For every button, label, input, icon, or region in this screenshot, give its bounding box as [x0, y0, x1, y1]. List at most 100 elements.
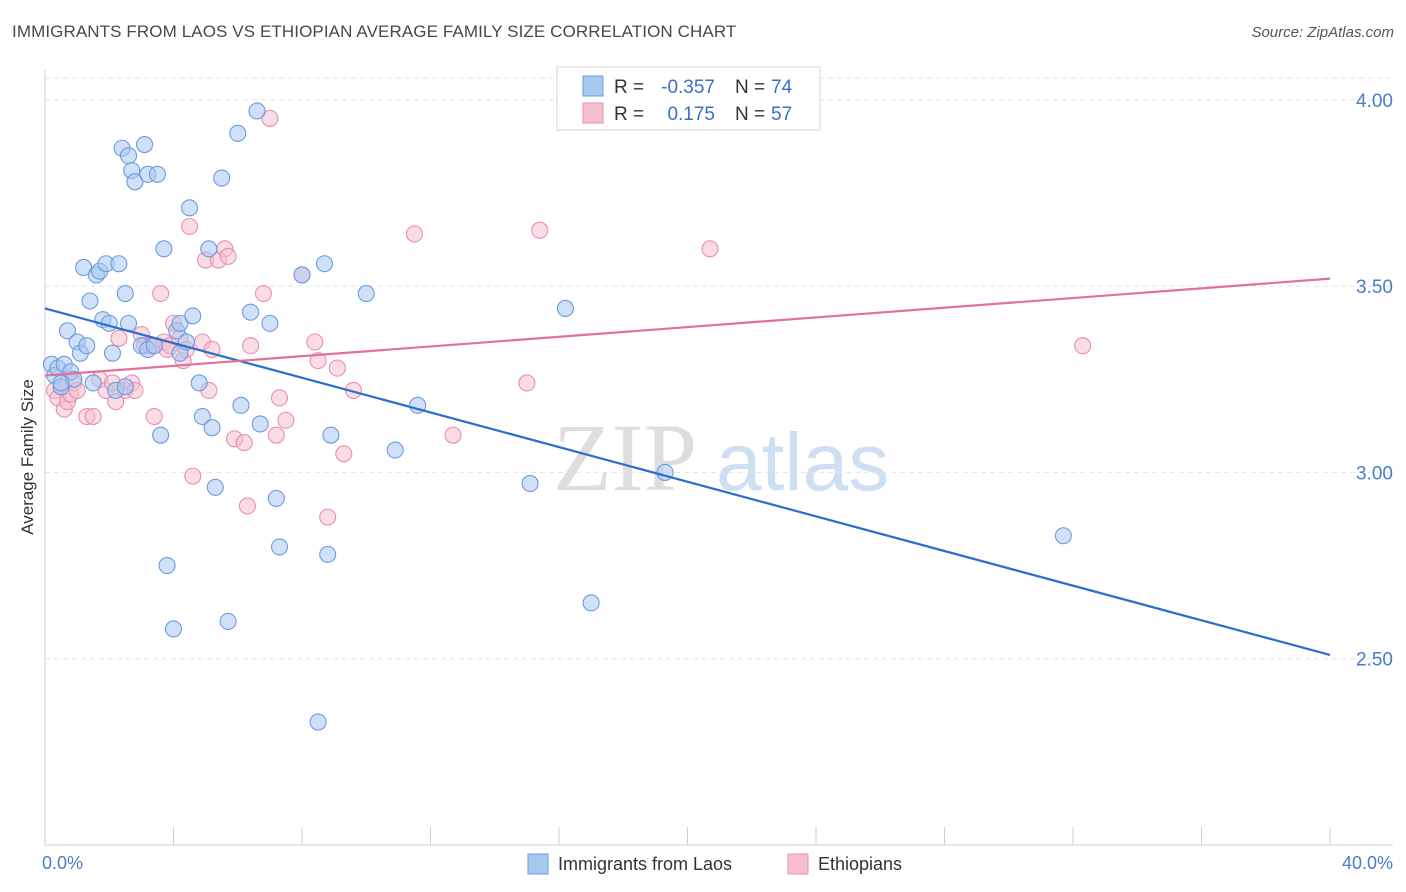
ethiopians-point	[335, 445, 353, 463]
ethiopians-point	[319, 508, 337, 526]
ethiopians-point	[181, 217, 199, 236]
laos-point	[81, 292, 99, 310]
laos-point	[126, 173, 144, 191]
series-legend: Immigrants from Laos Ethiopians	[527, 853, 902, 875]
legend-n-value-laos: 74	[771, 77, 793, 98]
laos-point	[181, 199, 199, 217]
y-tick-labels: 2.50 3.00 3.50 4.00	[1356, 91, 1393, 671]
laos-point	[1054, 527, 1072, 545]
laos-point	[116, 378, 134, 396]
series-legend-label-laos: Immigrants from Laos	[558, 854, 732, 874]
laos-point	[78, 337, 96, 355]
series-legend-swatch-laos	[527, 853, 549, 875]
laos-point	[58, 322, 77, 340]
laos-point	[213, 169, 231, 187]
ethiopians-point	[184, 467, 202, 485]
laos-point	[556, 299, 574, 318]
ethiopians-point	[84, 407, 102, 426]
laos-point	[232, 396, 250, 414]
ethiopians-point	[701, 240, 719, 258]
laos-point	[386, 441, 404, 459]
ethiopians-point	[328, 359, 346, 377]
ethiopians-point	[1074, 337, 1092, 355]
series-legend-swatch-ethiopians	[787, 853, 809, 875]
laos-point	[52, 374, 70, 392]
laos-point	[206, 478, 224, 496]
legend-n-label-laos: N =	[735, 77, 765, 98]
ethiopians-point	[110, 329, 128, 347]
y-tick-label: 3.50	[1356, 277, 1393, 298]
ethiopians-point	[235, 434, 253, 452]
source-note: Source: ZipAtlas.com	[1251, 24, 1394, 41]
ethiopians-point	[306, 333, 324, 351]
laos-point	[322, 426, 340, 444]
ethiopians-point	[531, 221, 549, 239]
laos-point	[521, 475, 539, 493]
ethiopians-point	[267, 426, 285, 444]
legend-r-label-ethiopians: R =	[614, 104, 644, 125]
ethiopians-trendline	[44, 277, 1331, 377]
laos-point	[270, 538, 289, 556]
laos-point	[203, 419, 221, 437]
y-axis-label: Average Family Size	[18, 379, 37, 535]
y-tick-label: 4.00	[1356, 91, 1393, 112]
legend-n-value-ethiopians: 57	[771, 104, 792, 125]
trendlines	[44, 277, 1331, 657]
laos-point	[190, 374, 208, 392]
laos-point	[293, 266, 311, 284]
laos-point	[267, 489, 285, 508]
ethiopians-point	[145, 407, 163, 426]
laos-point	[171, 314, 189, 332]
laos-point	[582, 594, 600, 612]
legend-n-label-ethiopians: N =	[735, 104, 765, 125]
ethiopians-point	[261, 109, 279, 127]
y-tick-label: 2.50	[1356, 650, 1393, 671]
ethiopians-point	[518, 374, 536, 392]
legend-r-value-laos: -0.357	[661, 77, 715, 98]
x-tick-label-min: 0.0%	[42, 853, 83, 873]
series-legend-label-ethiopians: Ethiopians	[818, 854, 902, 874]
laos-point	[136, 135, 154, 154]
ethiopians-point	[309, 352, 327, 370]
watermark-zip: ZIP	[553, 404, 697, 511]
laos-point	[248, 102, 266, 120]
laos-point	[184, 307, 202, 325]
laos-point	[219, 612, 237, 630]
laos-point	[148, 165, 166, 183]
legend-r-value-ethiopians: 0.175	[667, 104, 715, 125]
laos-point	[116, 285, 134, 303]
laos-point	[75, 258, 93, 277]
ethiopians-point	[444, 426, 462, 444]
laos-point	[200, 240, 218, 258]
legend-swatch-ethiopians	[582, 102, 604, 124]
laos-point	[152, 426, 170, 444]
laos-point	[193, 407, 211, 426]
x-tick-label-max: 40.0%	[1342, 853, 1393, 873]
laos-point	[309, 713, 327, 731]
stats-legend: R = -0.357 N = 74 R = 0.175 N = 57	[556, 66, 821, 131]
legend-swatch-laos	[582, 75, 604, 97]
laos-point	[119, 147, 138, 165]
laos-point	[319, 545, 337, 563]
ethiopians-point	[219, 247, 237, 265]
ethiopians-point	[405, 225, 423, 243]
laos-point	[158, 557, 176, 575]
legend-r-label-laos: R =	[614, 77, 644, 98]
ethiopians-point	[277, 411, 295, 429]
laos-point	[103, 344, 122, 362]
laos-point	[315, 255, 334, 273]
laos-point	[251, 415, 269, 433]
laos-point	[229, 124, 247, 142]
laos-point	[110, 255, 128, 273]
axes	[44, 70, 1393, 846]
laos-point	[155, 240, 173, 258]
y-tick-label: 3.00	[1356, 463, 1393, 484]
ethiopians-point	[238, 497, 256, 515]
ethiopians-point	[254, 285, 273, 303]
chart-title: IMMIGRANTS FROM LAOS VS ETHIOPIAN AVERAG…	[12, 22, 737, 41]
ethiopians-point	[270, 389, 289, 407]
laos-point	[357, 285, 375, 303]
laos-point	[242, 303, 260, 321]
ethiopians-point	[242, 337, 260, 355]
